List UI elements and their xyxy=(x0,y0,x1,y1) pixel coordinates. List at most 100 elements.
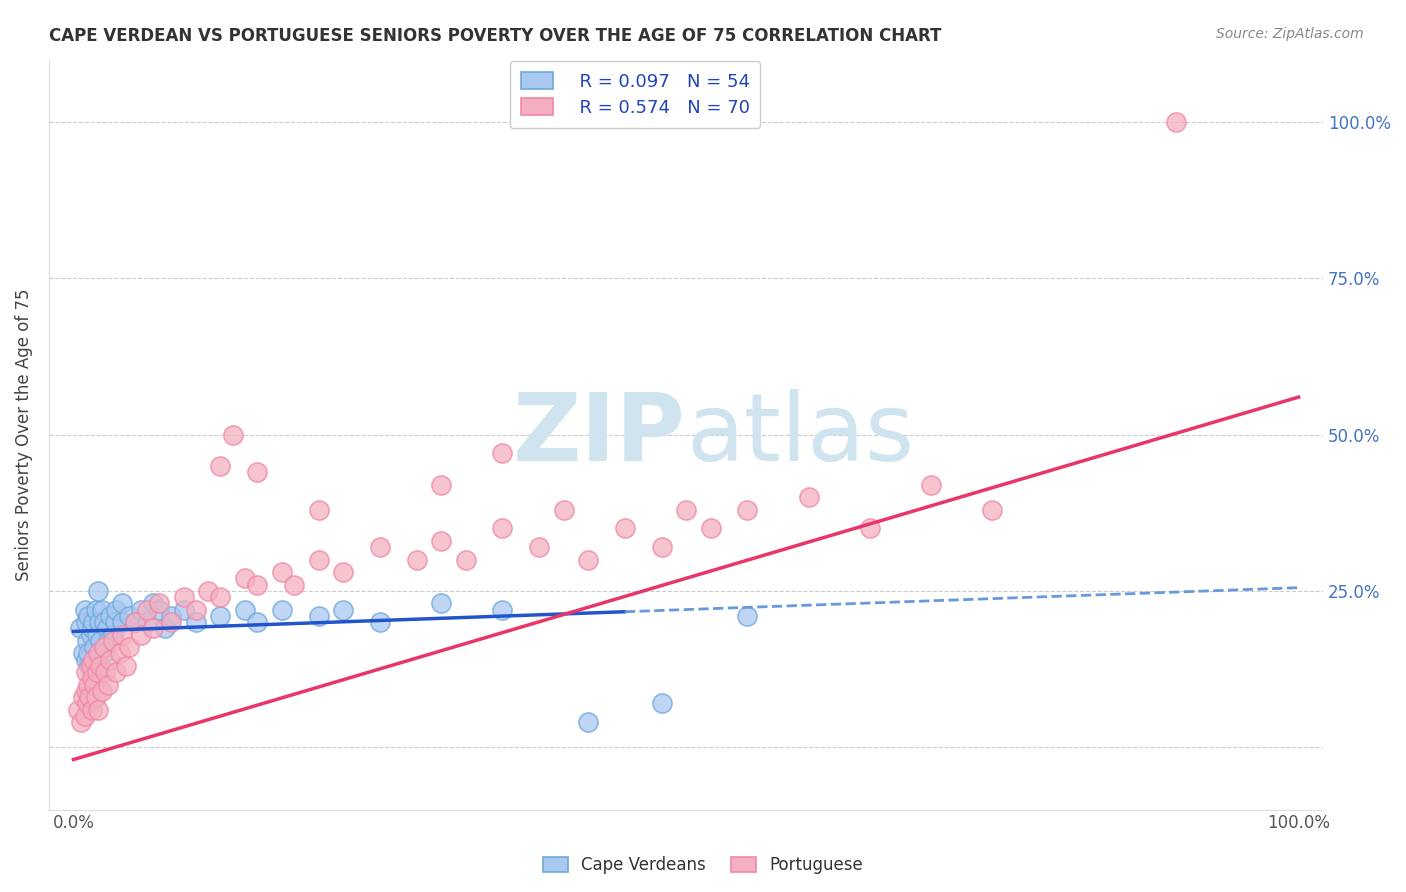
Point xyxy=(368,540,391,554)
Point xyxy=(737,608,759,623)
Point xyxy=(83,640,105,654)
Point xyxy=(160,615,183,629)
Point xyxy=(96,621,118,635)
Point xyxy=(87,583,110,598)
Point xyxy=(75,615,97,629)
Point xyxy=(209,608,232,623)
Point xyxy=(124,615,146,629)
Point xyxy=(222,427,245,442)
Point xyxy=(117,608,139,623)
Point xyxy=(430,477,453,491)
Point xyxy=(124,615,146,629)
Point xyxy=(79,690,101,704)
Point xyxy=(77,646,100,660)
Point xyxy=(98,608,121,623)
Point xyxy=(84,602,107,616)
Point xyxy=(246,577,269,591)
Point xyxy=(173,602,195,616)
Point xyxy=(117,640,139,654)
Point xyxy=(148,596,170,610)
Legend: Cape Verdeans, Portuguese: Cape Verdeans, Portuguese xyxy=(536,849,870,881)
Point xyxy=(83,677,105,691)
Point xyxy=(430,533,453,548)
Point xyxy=(981,502,1004,516)
Point xyxy=(75,665,97,679)
Point xyxy=(160,608,183,623)
Point xyxy=(98,652,121,666)
Point xyxy=(79,658,101,673)
Point xyxy=(69,621,91,635)
Point xyxy=(184,602,207,616)
Point xyxy=(75,683,97,698)
Point xyxy=(104,615,127,629)
Point xyxy=(197,583,219,598)
Point xyxy=(101,633,124,648)
Point xyxy=(675,502,697,516)
Point xyxy=(308,608,330,623)
Point xyxy=(72,690,94,704)
Point xyxy=(308,502,330,516)
Point xyxy=(246,615,269,629)
Point xyxy=(97,633,120,648)
Point xyxy=(129,602,152,616)
Point xyxy=(86,665,108,679)
Point xyxy=(491,602,513,616)
Point xyxy=(89,615,111,629)
Point xyxy=(405,552,427,566)
Point xyxy=(93,615,115,629)
Point xyxy=(79,627,101,641)
Point xyxy=(270,602,292,616)
Point xyxy=(82,652,104,666)
Point xyxy=(72,646,94,660)
Text: CAPE VERDEAN VS PORTUGUESE SENIORS POVERTY OVER THE AGE OF 75 CORRELATION CHART: CAPE VERDEAN VS PORTUGUESE SENIORS POVER… xyxy=(49,27,942,45)
Point xyxy=(93,640,115,654)
Point xyxy=(270,565,292,579)
Point xyxy=(246,465,269,479)
Text: Source: ZipAtlas.com: Source: ZipAtlas.com xyxy=(1216,27,1364,41)
Point xyxy=(87,702,110,716)
Point xyxy=(111,615,134,629)
Point xyxy=(84,690,107,704)
Point xyxy=(454,552,477,566)
Point xyxy=(148,602,170,616)
Point xyxy=(101,627,124,641)
Point xyxy=(233,602,256,616)
Point xyxy=(136,602,159,616)
Point xyxy=(69,714,91,729)
Legend:   R = 0.097   N = 54,   R = 0.574   N = 70: R = 0.097 N = 54, R = 0.574 N = 70 xyxy=(510,62,761,128)
Point xyxy=(920,477,942,491)
Point xyxy=(67,702,90,716)
Point xyxy=(90,683,112,698)
Point xyxy=(76,696,98,710)
Point xyxy=(80,621,103,635)
Point xyxy=(209,458,232,473)
Point xyxy=(93,646,115,660)
Point xyxy=(332,565,354,579)
Point xyxy=(80,665,103,679)
Point xyxy=(89,658,111,673)
Point xyxy=(77,608,100,623)
Point xyxy=(86,627,108,641)
Point xyxy=(797,490,820,504)
Point xyxy=(94,665,117,679)
Point xyxy=(576,552,599,566)
Y-axis label: Seniors Poverty Over the Age of 75: Seniors Poverty Over the Age of 75 xyxy=(15,288,32,581)
Point xyxy=(111,627,134,641)
Point xyxy=(115,658,138,673)
Text: atlas: atlas xyxy=(686,389,914,481)
Point xyxy=(108,646,131,660)
Point xyxy=(129,627,152,641)
Point xyxy=(105,665,128,679)
Point xyxy=(87,658,110,673)
Point xyxy=(430,596,453,610)
Point xyxy=(1166,115,1188,129)
Point xyxy=(84,652,107,666)
Point xyxy=(142,621,165,635)
Point xyxy=(73,602,96,616)
Point xyxy=(73,708,96,723)
Point xyxy=(233,571,256,585)
Point xyxy=(576,714,599,729)
Point xyxy=(79,658,101,673)
Point xyxy=(76,633,98,648)
Point xyxy=(105,602,128,616)
